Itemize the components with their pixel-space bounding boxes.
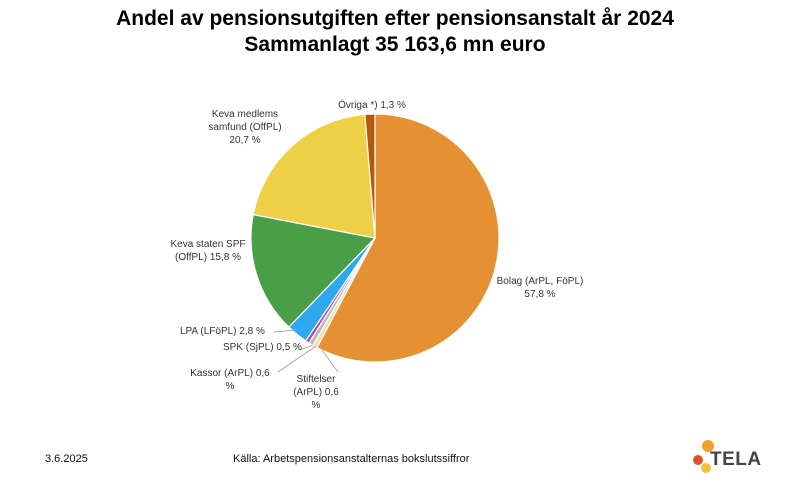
chart-title-line1: Andel av pensionsutgiften efter pensions… [116, 7, 674, 30]
data-label: LPA (LFöPL) 2,8 % [180, 326, 265, 337]
pie-slice [364, 113, 376, 239]
chart-title-line2: Sammanlagt 35 163,6 mn euro [244, 33, 546, 56]
footer-source: Källa: Arbetspensionsanstalternas bokslu… [233, 453, 470, 465]
tela-logo: TELA [690, 440, 770, 476]
data-label: Keva medlems samfund (OffPL) 20,7 % [208, 109, 281, 146]
data-label: Keva staten SPF (OffPL) 15,8 % [170, 239, 245, 263]
leader-line [277, 345, 317, 373]
logo-text: TELA [710, 449, 762, 470]
leader-line [273, 329, 299, 333]
leader-line [321, 349, 339, 373]
chart-title: Andel av pensionsutgiften efter pensions… [0, 6, 790, 58]
data-label: SPK (SjPL) 0,5 % [223, 342, 302, 353]
data-label: Stiftelser (ArPL) 0,6% [293, 374, 339, 411]
tela-logo-icon [693, 440, 714, 473]
data-label: Bolag (ArPL, FöPL) 57,8 % [497, 276, 584, 300]
data-label: Övriga *) 1,3 % [338, 99, 406, 111]
pie-slice [250, 213, 377, 328]
footer-date: 3.6.2025 [45, 453, 88, 465]
leader-line [299, 344, 314, 351]
pie-slice [252, 113, 376, 239]
data-label: Kassor (ArPL) 0,6% [190, 368, 270, 392]
pie-slice [316, 113, 500, 363]
